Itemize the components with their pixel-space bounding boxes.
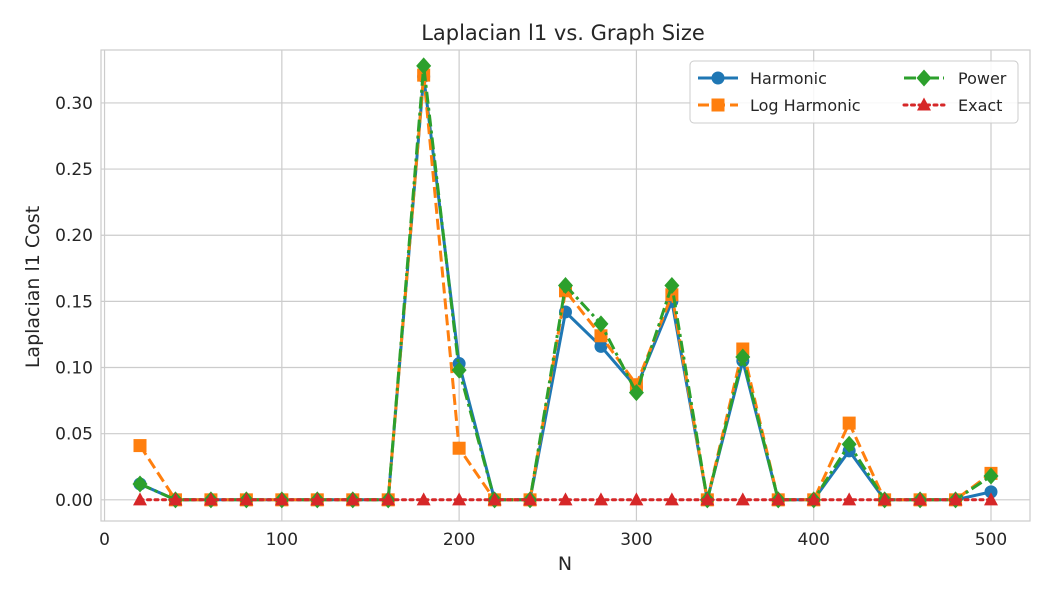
data-point-exact bbox=[133, 492, 148, 506]
plot-area-frame bbox=[100, 49, 1031, 522]
data-point-exact bbox=[452, 492, 467, 506]
tick-labels: 0 100 200 300 400 500 0.00 0.05 0.10 0.15 0.20 0.25… bbox=[55, 94, 1007, 550]
chart-title: Laplacian l1 vs. Graph Size bbox=[421, 21, 705, 45]
data-point-power bbox=[664, 277, 680, 294]
data-point-log-harmonic bbox=[842, 416, 856, 430]
data-point-exact bbox=[842, 492, 857, 506]
data-point-exact bbox=[771, 492, 786, 506]
legend-marker-log-harmonic bbox=[711, 98, 725, 112]
legend: Harmonic Log Harmonic Power Exact bbox=[689, 60, 1019, 124]
data-point-exact bbox=[664, 492, 679, 506]
data-point-power bbox=[841, 435, 857, 453]
data-point-harmonic bbox=[984, 485, 998, 499]
data-point-exact bbox=[735, 492, 750, 506]
data-point-power bbox=[983, 467, 999, 485]
data-point-exact bbox=[274, 492, 289, 506]
y-tick-label: 0.10 bbox=[55, 359, 93, 379]
x-tick-label: 0 bbox=[99, 530, 110, 550]
y-tick-label: 0.00 bbox=[55, 491, 93, 511]
data-point-exact bbox=[629, 492, 644, 506]
data-point-exact bbox=[310, 492, 325, 506]
y-tick-label: 0.25 bbox=[55, 160, 93, 180]
legend-marker-exact bbox=[917, 97, 931, 111]
data-point-exact bbox=[523, 492, 538, 506]
legend-label-log-harmonic: Log Harmonic bbox=[750, 96, 861, 115]
series-exact bbox=[133, 492, 998, 506]
data-point-exact bbox=[593, 492, 608, 506]
x-tick-label: 100 bbox=[266, 530, 298, 550]
x-tick-label: 400 bbox=[797, 530, 829, 550]
series-layer bbox=[132, 57, 999, 509]
data-point-harmonic bbox=[594, 339, 608, 353]
legend-label-exact: Exact bbox=[958, 96, 1002, 115]
data-point-exact bbox=[239, 492, 254, 506]
data-point-power bbox=[451, 361, 467, 379]
data-point-log-harmonic bbox=[594, 329, 608, 343]
data-point-exact bbox=[877, 492, 892, 506]
data-point-power bbox=[416, 57, 432, 75]
y-tick-label: 0.20 bbox=[55, 226, 93, 246]
data-point-exact bbox=[913, 492, 928, 506]
data-point-power bbox=[132, 475, 148, 493]
y-tick-label: 0.05 bbox=[55, 425, 93, 445]
x-tick-label: 300 bbox=[620, 530, 652, 550]
data-point-exact bbox=[700, 492, 715, 506]
y-tick-label: 0.15 bbox=[55, 292, 93, 312]
y-tick-label: 0.30 bbox=[55, 94, 93, 114]
data-point-exact bbox=[806, 492, 821, 506]
x-tick-label: 200 bbox=[443, 530, 475, 550]
data-point-exact bbox=[416, 492, 431, 506]
data-point-power bbox=[628, 384, 644, 402]
data-point-power bbox=[593, 315, 609, 333]
x-tick-label: 500 bbox=[975, 530, 1007, 550]
data-point-exact bbox=[203, 492, 218, 506]
legend-marker-harmonic bbox=[711, 71, 725, 85]
data-point-exact bbox=[381, 492, 396, 506]
legend-label-harmonic: Harmonic bbox=[750, 69, 827, 88]
data-point-power bbox=[735, 348, 751, 366]
data-point-exact bbox=[983, 492, 998, 506]
data-point-exact bbox=[558, 492, 573, 506]
data-point-log-harmonic bbox=[452, 441, 466, 455]
legend-label-power: Power bbox=[958, 69, 1007, 88]
data-point-exact bbox=[948, 492, 963, 506]
data-point-exact bbox=[487, 492, 502, 506]
data-point-exact bbox=[345, 492, 360, 506]
x-axis-title: N bbox=[558, 553, 572, 575]
data-point-log-harmonic bbox=[133, 439, 147, 453]
y-axis-title: Laplacian l1 Cost bbox=[22, 206, 44, 368]
data-point-power bbox=[558, 277, 573, 294]
data-point-exact bbox=[168, 492, 183, 506]
legend-marker-power bbox=[916, 69, 932, 87]
